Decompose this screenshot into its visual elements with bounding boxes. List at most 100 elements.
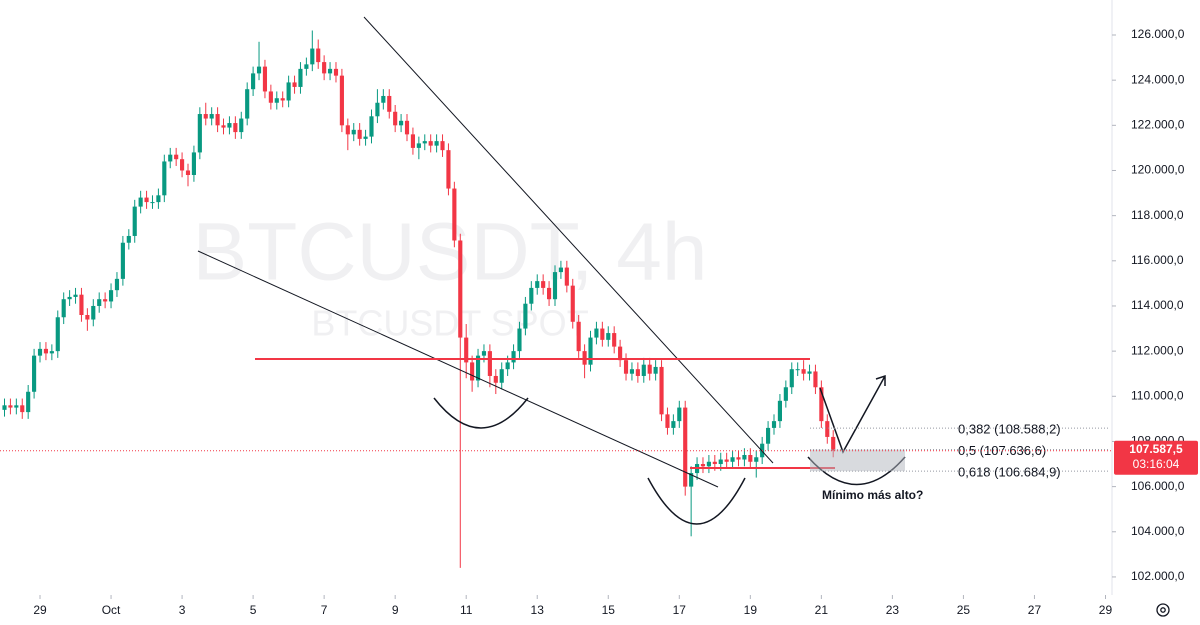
- x-tick-label: 29: [33, 603, 47, 617]
- candle-body: [683, 407, 688, 487]
- y-tick-label: 104.000,0: [1131, 524, 1185, 538]
- x-tick-label: 15: [602, 603, 616, 617]
- y-tick-label: 118.000,0: [1131, 208, 1184, 222]
- candle-body: [174, 154, 179, 160]
- y-tick-label: 120.000,0: [1131, 163, 1185, 177]
- candle-body: [511, 351, 516, 363]
- watermark-symbol: BTCUSDT, 4h: [193, 207, 708, 298]
- candle-body: [446, 150, 451, 189]
- candle-body: [333, 68, 339, 76]
- candle-body: [458, 240, 463, 338]
- candle-body: [55, 317, 60, 352]
- candle-body: [132, 206, 137, 236]
- candle-body: [635, 369, 640, 376]
- candle-body: [659, 366, 664, 415]
- candle-body: [345, 125, 350, 135]
- candle-body: [588, 337, 593, 365]
- candle-body: [381, 95, 386, 103]
- candle-body: [191, 152, 196, 175]
- candle-body: [671, 421, 676, 428]
- candle-body: [523, 303, 528, 329]
- candle-body: [103, 299, 108, 302]
- candle-body: [221, 125, 226, 128]
- candle-body: [239, 118, 244, 133]
- candle-body: [73, 294, 78, 297]
- x-tick-label: 19: [744, 603, 758, 617]
- candle-body: [369, 116, 374, 137]
- candle-body: [475, 355, 481, 381]
- y-tick-label: 110.000,0: [1131, 388, 1184, 402]
- candle-body: [783, 387, 788, 401]
- candle-body: [700, 464, 706, 467]
- candle-body: [517, 328, 522, 352]
- candle-body: [724, 459, 729, 462]
- x-tick-label: 7: [321, 603, 328, 617]
- candle-body: [600, 328, 605, 340]
- candle-body: [718, 459, 723, 465]
- candle-body: [233, 123, 238, 133]
- candle-body: [168, 154, 173, 162]
- candle-body: [470, 362, 475, 381]
- candle-body: [316, 48, 321, 63]
- y-tick-label: 112.000,0: [1131, 343, 1184, 357]
- candle-body: [582, 351, 587, 365]
- arc: [647, 477, 746, 525]
- fib-label: 0,382 (108.588,2): [958, 422, 1061, 437]
- candle-body: [813, 371, 818, 388]
- candle-body: [85, 315, 90, 320]
- candle-body: [209, 114, 214, 119]
- watermark: BTCUSDT, 4h BTCUSDT SPOT: [193, 207, 708, 344]
- trend-line: [197, 250, 719, 488]
- candle-body: [499, 369, 504, 383]
- y-tick-label: 124.000,0: [1131, 72, 1185, 86]
- candle-body: [120, 242, 125, 279]
- candle-body: [375, 102, 380, 117]
- candle-body: [215, 114, 220, 126]
- candle-body: [653, 366, 658, 374]
- candle-body: [422, 141, 427, 144]
- x-tick-label: 29: [1099, 603, 1113, 617]
- candle-body: [363, 136, 368, 139]
- watermark-market: BTCUSDT SPOT: [311, 303, 588, 344]
- candle-body: [156, 195, 161, 203]
- candle-body: [108, 290, 114, 302]
- settings-icon[interactable]: [1156, 603, 1170, 617]
- candle-body: [399, 120, 404, 126]
- candle-body: [162, 161, 167, 196]
- candle-body: [14, 405, 19, 408]
- candle-body: [606, 333, 611, 340]
- y-tick-label: 126.000,0: [1131, 27, 1185, 41]
- candle-body: [79, 294, 84, 315]
- candle-body: [292, 82, 297, 87]
- candle-body: [558, 267, 563, 273]
- candle-body: [487, 351, 492, 376]
- candle-body: [807, 371, 812, 374]
- candle-body: [32, 355, 37, 392]
- candle-body: [185, 170, 191, 175]
- candle-body: [541, 281, 546, 288]
- y-tick-label: 106.000,0: [1131, 479, 1185, 493]
- fib-label: 0,618 (106.684,9): [958, 465, 1061, 480]
- candle-body: [742, 455, 747, 460]
- candle-body: [689, 473, 694, 487]
- x-tick-label: 5: [250, 603, 257, 617]
- candle-body: [91, 305, 96, 320]
- candle-body: [126, 235, 131, 243]
- candle-body: [552, 272, 558, 300]
- candle-body: [339, 75, 344, 126]
- candle-body: [712, 461, 717, 465]
- candle-body: [251, 73, 256, 90]
- candle-body: [322, 62, 327, 74]
- candle-body: [594, 328, 599, 338]
- candle-body: [529, 287, 534, 304]
- candle-body: [20, 405, 25, 413]
- y-tick-label: 102.000,0: [1131, 569, 1185, 583]
- candle-body: [49, 351, 54, 354]
- candle-body: [138, 197, 143, 207]
- candle-body: [825, 421, 830, 437]
- candle-body: [2, 405, 7, 410]
- candle-body: [777, 400, 782, 422]
- candle-body: [576, 321, 581, 352]
- candle-body: [801, 369, 806, 374]
